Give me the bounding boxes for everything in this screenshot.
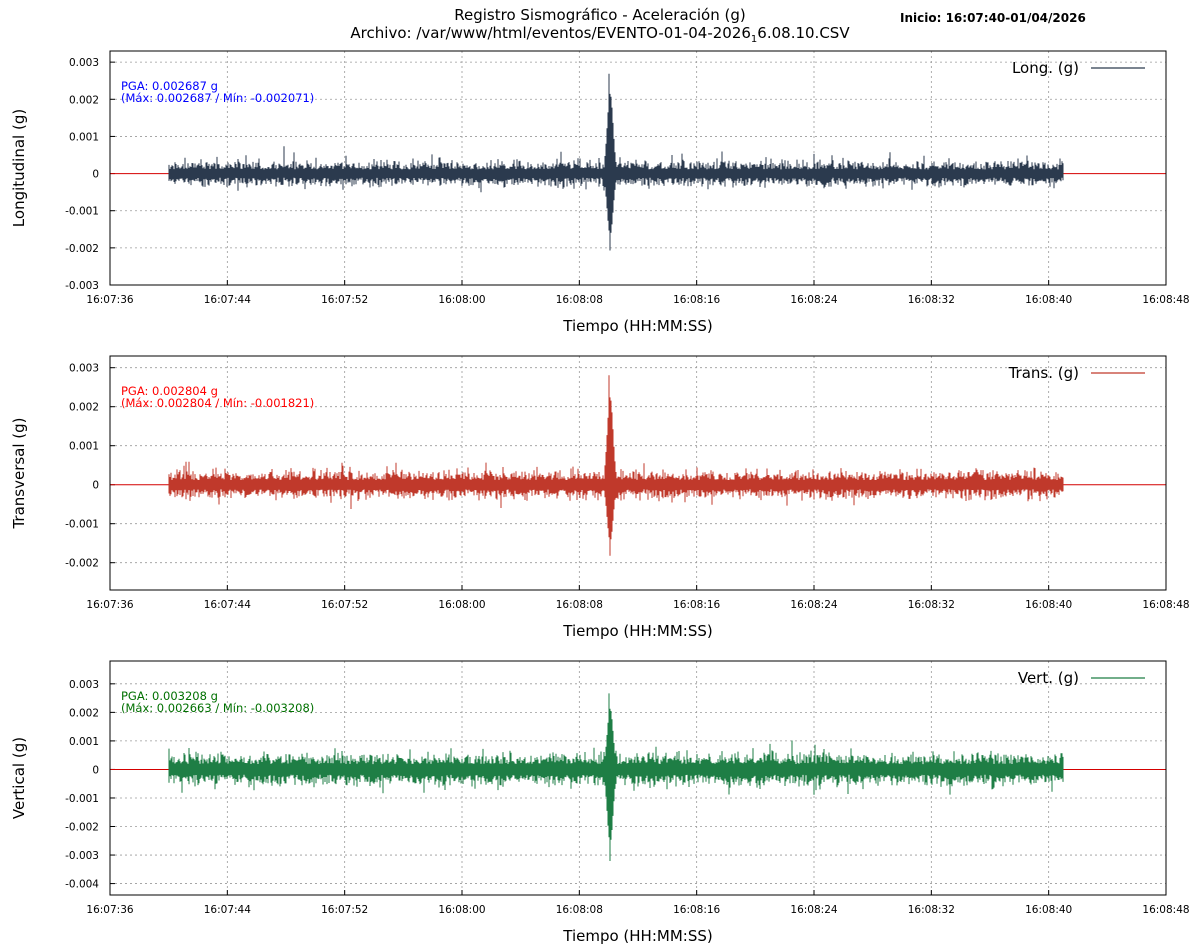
y-tick-label: 0 <box>92 764 99 776</box>
waveform-vertical <box>168 693 1064 861</box>
x-tick-label: 16:08:24 <box>790 599 837 611</box>
max-min-annotation: (Máx: 0.002804 / Mín: -0.001821) <box>121 396 314 410</box>
y-tick-label: 0.002 <box>69 707 99 719</box>
y-tick-label: -0.002 <box>65 822 99 834</box>
y-tick-label: 0.001 <box>69 131 99 143</box>
y-tick-label: -0.003 <box>65 280 99 292</box>
waveform-longitudinal <box>168 73 1064 251</box>
y-tick-label: 0 <box>92 480 99 492</box>
y-tick-label: 0.002 <box>69 402 99 414</box>
x-tick-label: 16:08:32 <box>908 294 955 306</box>
y-tick-label: -0.003 <box>65 850 99 862</box>
x-tick-label: 16:08:48 <box>1142 599 1189 611</box>
y-tick-label: 0 <box>92 169 99 181</box>
x-tick-label: 16:08:40 <box>1025 294 1072 306</box>
x-tick-label: 16:08:40 <box>1025 599 1072 611</box>
panel-longitudinal: 0.003 0.002 0.001 0 -0.001 -0.002 -0.003 16:07:… <box>10 50 1190 335</box>
x-tick-label: 16:08:32 <box>908 599 955 611</box>
legend-label: Vert. (g) <box>1018 669 1079 687</box>
x-tick-label: 16:07:52 <box>321 599 368 611</box>
y-axis-label: Longitudinal (g) <box>10 109 28 227</box>
chart-title: Registro Sismográfico - Aceleración (g) <box>454 6 746 24</box>
x-tick-label: 16:07:52 <box>321 294 368 306</box>
file-path-prefix: Archivo: /var/www/html/eventos/EVENTO-01… <box>350 24 751 42</box>
y-axis-label: Vertical (g) <box>10 737 28 819</box>
y-tick-label: 0.003 <box>69 363 99 375</box>
pga-annotation: PGA: 0.003208 g <box>121 689 218 703</box>
x-tick-label: 16:08:40 <box>1025 904 1072 916</box>
x-tick-label: 16:07:44 <box>204 294 251 306</box>
y-tick-label: 0.002 <box>69 94 99 106</box>
x-tick-label: 16:07:44 <box>204 599 251 611</box>
file-path-subscript: 1 <box>750 34 758 45</box>
y-tick-label: 0.003 <box>69 679 99 691</box>
x-tick-label: 16:07:44 <box>204 904 251 916</box>
y-tick-label: -0.002 <box>65 558 99 570</box>
file-path-suffix: 6.08.10.CSV <box>757 24 850 42</box>
pga-annotation: PGA: 0.002687 g <box>121 79 218 93</box>
file-path-title: Archivo: /var/www/html/eventos/EVENTO-01… <box>0 24 1200 45</box>
x-tick-label: 16:08:32 <box>908 904 955 916</box>
x-tick-label: 16:07:36 <box>86 294 133 306</box>
x-tick-label: 16:07:36 <box>86 904 133 916</box>
legend-label: Long. (g) <box>1012 59 1079 77</box>
x-tick-label: 16:07:52 <box>321 904 368 916</box>
max-min-annotation: (Máx: 0.002687 / Mín: -0.002071) <box>121 91 314 105</box>
x-tick-label: 16:08:08 <box>556 294 603 306</box>
legend-label: Trans. (g) <box>1008 364 1079 382</box>
x-axis-label: Tiempo (HH:MM:SS) <box>562 622 712 640</box>
plot-frame <box>109 50 1167 286</box>
x-tick-label: 16:08:08 <box>556 904 603 916</box>
y-axis-label: Transversal (g) <box>10 417 28 529</box>
x-tick-label: 16:08:16 <box>673 294 720 306</box>
x-axis-label: Tiempo (HH:MM:SS) <box>562 927 712 945</box>
y-tick-label: -0.004 <box>65 879 99 891</box>
x-tick-label: 16:08:08 <box>556 599 603 611</box>
y-tick-label: 0.001 <box>69 441 99 453</box>
x-tick-label: 16:08:24 <box>790 294 837 306</box>
y-tick-label: -0.001 <box>65 519 99 531</box>
x-tick-label: 16:08:16 <box>673 904 720 916</box>
pga-annotation: PGA: 0.002804 g <box>121 384 218 398</box>
plot-frame <box>109 355 1167 591</box>
x-tick-label: 16:08:00 <box>438 904 485 916</box>
y-tick-label: -0.002 <box>65 243 99 255</box>
x-tick-label: 16:08:24 <box>790 904 837 916</box>
x-tick-label: 16:08:16 <box>673 599 720 611</box>
max-min-annotation: (Máx: 0.002663 / Mín: -0.003208) <box>121 701 314 715</box>
panel-transversal: 0.003 0.002 0.001 0 -0.001 -0.002 16:07:36 16:0… <box>10 355 1190 640</box>
y-tick-label: -0.001 <box>65 793 99 805</box>
waveform-transversal <box>168 375 1064 556</box>
x-axis-label: Tiempo (HH:MM:SS) <box>562 317 712 335</box>
start-timestamp: Inicio: 16:07:40-01/04/2026 <box>900 11 1086 25</box>
x-tick-label: 16:08:00 <box>438 599 485 611</box>
panel-vertical: 0.003 0.002 0.001 0 -0.001 -0.002 -0.003 -0.004… <box>10 660 1190 945</box>
x-tick-label: 16:07:36 <box>86 599 133 611</box>
x-tick-label: 16:08:48 <box>1142 904 1189 916</box>
y-tick-label: 0.001 <box>69 736 99 748</box>
x-tick-label: 16:08:00 <box>438 294 485 306</box>
y-tick-label: 0.003 <box>69 57 99 69</box>
plot-frame <box>109 660 1167 896</box>
x-tick-label: 16:08:48 <box>1142 294 1189 306</box>
y-tick-label: -0.001 <box>65 206 99 218</box>
